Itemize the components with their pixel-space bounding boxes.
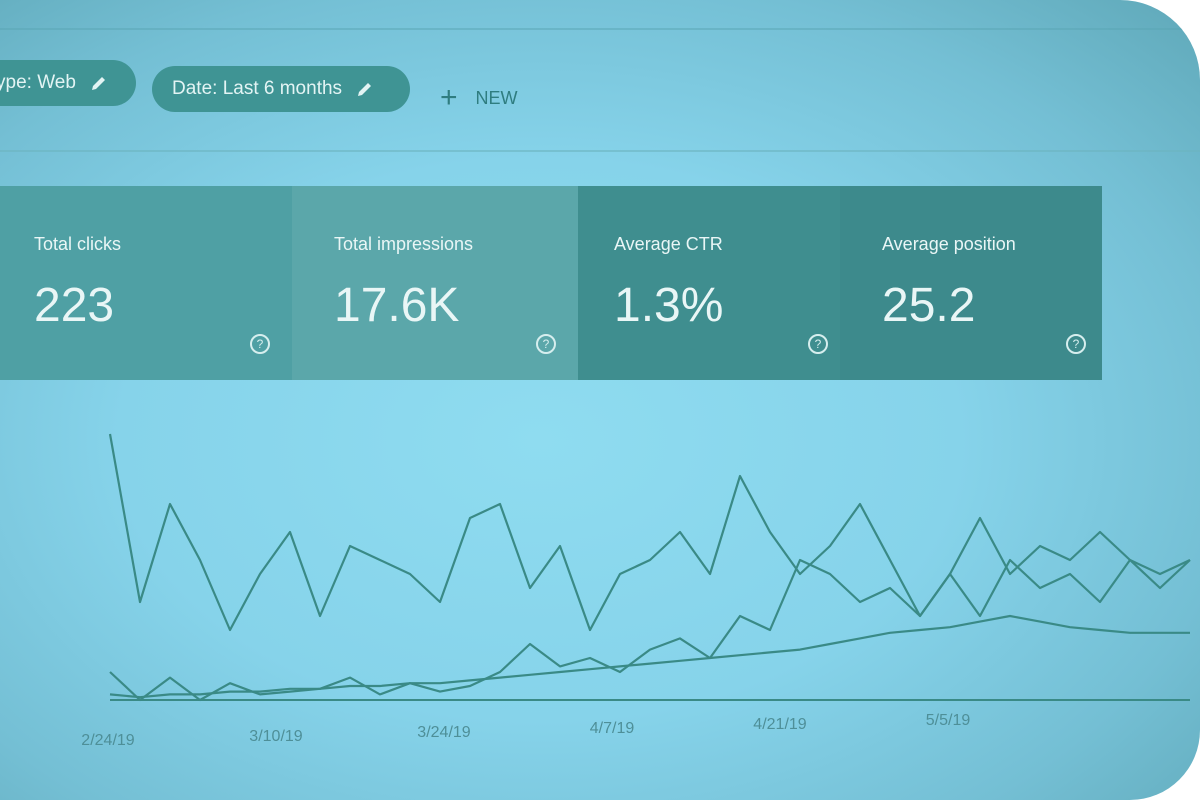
chart-series-line-3 — [109, 614, 1190, 699]
x-tick-label: 3/24/19 — [417, 724, 470, 741]
metric-card-average-position[interactable]: Average position 25.2 ? — [840, 186, 1102, 380]
question-mark-icon[interactable]: ? — [536, 334, 556, 354]
chart-series-line-1 — [108, 433, 1191, 632]
x-tick-label: 2/24/19 — [81, 732, 134, 749]
top-divider — [0, 28, 1200, 30]
question-mark-icon[interactable]: ? — [808, 334, 828, 354]
metric-card-average-ctr[interactable]: Average CTR 1.3% ? — [578, 186, 840, 380]
metric-value: 223 — [34, 279, 115, 332]
new-filter-label: NEW — [475, 87, 518, 108]
metric-value: 1.3% — [614, 279, 724, 332]
new-filter-button[interactable]: + NEW — [440, 82, 518, 114]
x-tick-label: 5/5/19 — [926, 712, 971, 729]
metric-label: Total clicks — [34, 234, 122, 254]
filter-divider — [0, 150, 1200, 152]
date-range-filter-chip[interactable]: Date: Last 6 months — [152, 66, 410, 112]
metric-card-total-clicks[interactable]: Total clicks 223 ? — [0, 186, 292, 380]
metric-label: Average position — [882, 234, 1016, 254]
plus-icon: + — [440, 81, 458, 114]
date-range-label: Date: Last 6 months — [172, 78, 343, 99]
metric-value: 25.2 — [882, 279, 976, 332]
x-tick-label: 4/21/19 — [753, 716, 806, 733]
pencil-icon[interactable] — [90, 74, 108, 92]
question-mark-icon[interactable]: ? — [1066, 334, 1086, 354]
metric-value: 17.6K — [334, 279, 460, 332]
chart-series-line-2 — [109, 558, 1191, 702]
pencil-icon[interactable] — [356, 80, 374, 98]
search-type-filter-chip[interactable]: ype: Web — [0, 60, 136, 106]
metric-label: Total impressions — [334, 234, 474, 254]
question-mark-icon[interactable]: ? — [250, 334, 270, 354]
performance-line-chart: 2/24/19 3/10/19 3/24/19 4/7/19 4/21/19 5/5/19 — [81, 433, 1191, 749]
search-type-label: ype: Web — [0, 72, 76, 93]
metric-card-total-impressions[interactable]: Total impressions 17.6K ? — [292, 186, 578, 380]
x-tick-label: 4/7/19 — [590, 720, 635, 737]
metric-label: Average CTR — [614, 234, 723, 254]
x-tick-label: 3/10/19 — [249, 728, 302, 745]
